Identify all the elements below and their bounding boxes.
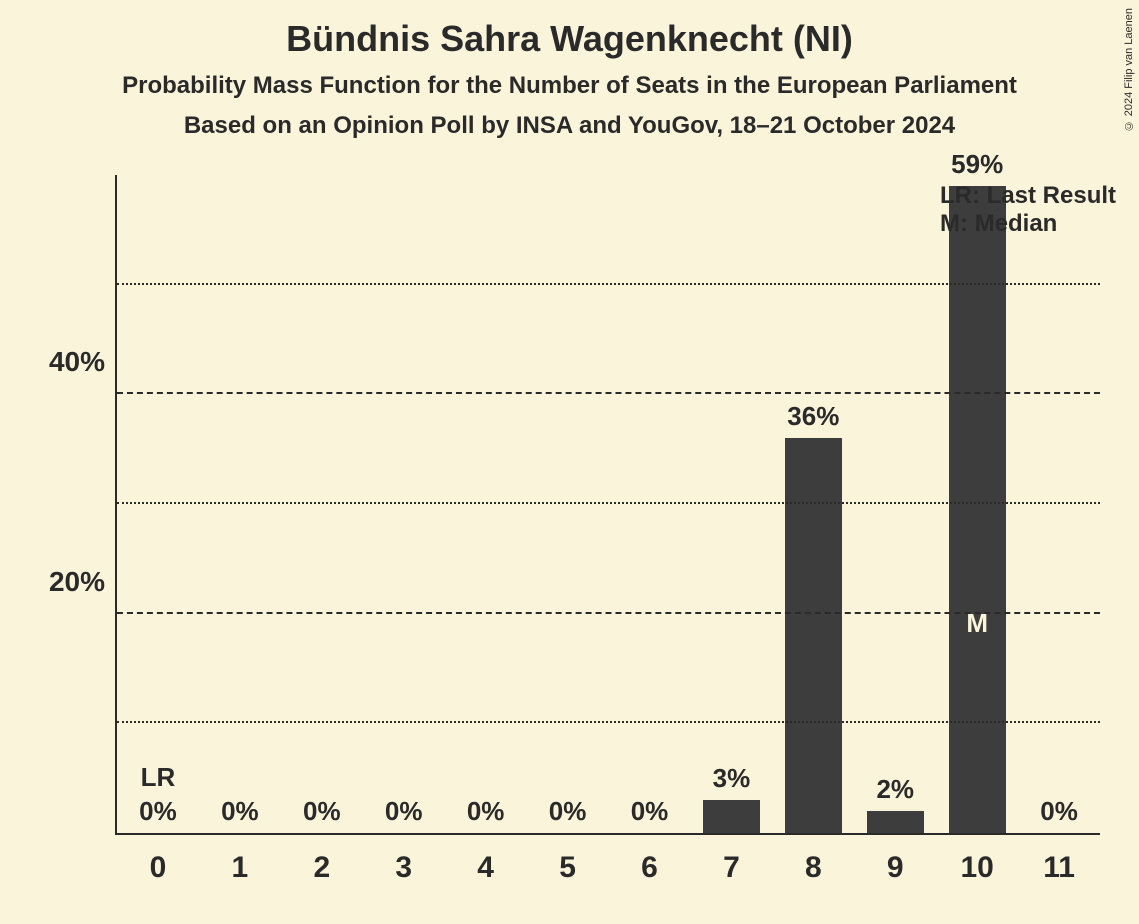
xtick-label: 9 [887, 851, 904, 885]
bar-value-label: 0% [631, 796, 669, 827]
bar-slot: 0%2 [281, 175, 363, 833]
xtick-label: 3 [395, 851, 412, 885]
bar: 3% [703, 800, 760, 833]
bar-value-label: 0% [139, 796, 177, 827]
xtick-label: 0 [150, 851, 167, 885]
legend-lr: LR: Last Result [940, 182, 1116, 210]
xtick-label: 4 [477, 851, 494, 885]
xtick-label: 7 [723, 851, 740, 885]
plot-area: 0%LR00%10%20%30%40%50%63%736%82%959%M100… [115, 175, 1100, 835]
bar-slot: 0%4 [445, 175, 527, 833]
gridline-minor [117, 721, 1100, 723]
bar-slot: 0%3 [363, 175, 445, 833]
bar-slot: 0%5 [527, 175, 609, 833]
xtick-label: 6 [641, 851, 658, 885]
bar-value-label: 0% [549, 796, 587, 827]
ytick-label: 40% [49, 346, 105, 378]
ytick-label: 20% [49, 566, 105, 598]
bar-slot: 0%6 [609, 175, 691, 833]
chart-subtitle-2: Based on an Opinion Poll by INSA and You… [0, 112, 1139, 140]
bar-slot: 3%7 [690, 175, 772, 833]
chart-title: Bündnis Sahra Wagenknecht (NI) [0, 0, 1139, 60]
bar-slot: 59%M10 [936, 175, 1018, 833]
bar-slot: 2%9 [854, 175, 936, 833]
pmf-chart: 0%LR00%10%20%30%40%50%63%736%82%959%M100… [115, 175, 1100, 835]
bar-slot: 0%LR0 [117, 175, 199, 833]
bar-value-label: 3% [713, 763, 751, 794]
bar-value-label: 0% [221, 796, 259, 827]
bar: 2% [867, 811, 924, 833]
bar-value-label: 0% [385, 796, 423, 827]
legend: LR: Last Result M: Median [940, 182, 1116, 238]
xtick-label: 8 [805, 851, 822, 885]
bar-value-label: 59% [951, 149, 1003, 180]
bar-value-label: 0% [1040, 796, 1078, 827]
bar-value-label: 36% [787, 401, 839, 432]
gridline-major [117, 612, 1100, 614]
gridline-minor [117, 502, 1100, 504]
gridline-major [117, 392, 1100, 394]
xtick-label: 1 [232, 851, 249, 885]
bars-container: 0%LR00%10%20%30%40%50%63%736%82%959%M100… [117, 175, 1100, 833]
bar-slot: 0%1 [199, 175, 281, 833]
xtick-label: 5 [559, 851, 576, 885]
legend-m: M: Median [940, 210, 1116, 238]
xtick-label: 10 [960, 851, 993, 885]
chart-subtitle-1: Probability Mass Function for the Number… [0, 72, 1139, 100]
copyright-text: © 2024 Filip van Laenen [1123, 8, 1135, 131]
bar-value-label: 2% [876, 774, 914, 805]
bar: 36% [785, 438, 842, 833]
xtick-label: 11 [1043, 851, 1075, 885]
bar-slot: 36%8 [772, 175, 854, 833]
xtick-label: 2 [313, 851, 330, 885]
bar-annotation: LR [141, 762, 176, 793]
bar-slot: 0%11 [1018, 175, 1100, 833]
bar-value-label: 0% [467, 796, 505, 827]
gridline-minor [117, 283, 1100, 285]
bar-value-label: 0% [303, 796, 341, 827]
